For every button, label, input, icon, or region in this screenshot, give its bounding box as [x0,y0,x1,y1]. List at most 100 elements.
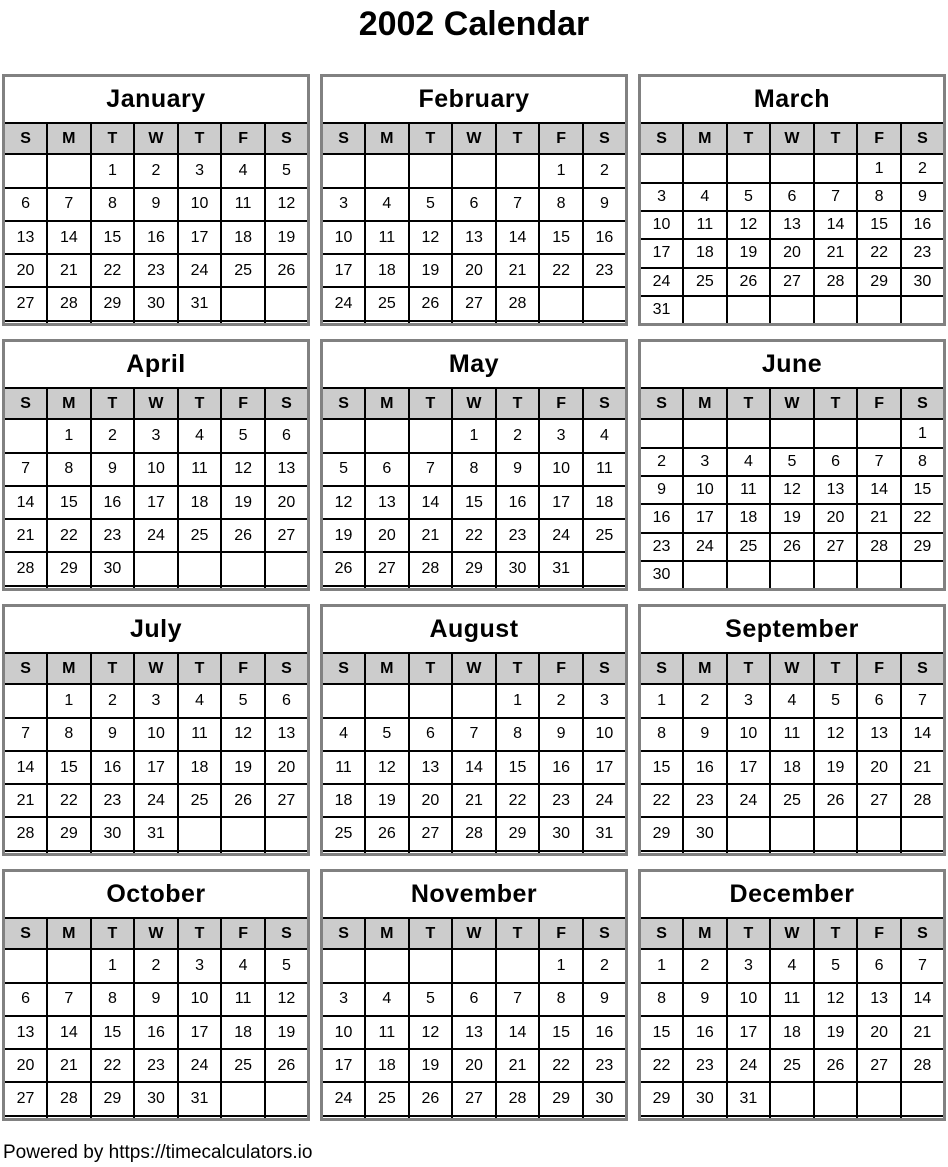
week-row: 10 11 12 13 14 15 16 [638,209,946,241]
week-row: 12 13 14 15 16 17 18 [320,484,628,521]
day-header: S [581,387,628,421]
month-title: January [2,74,310,125]
date-cell: 14 [899,716,946,752]
date-cell: 5 [812,948,859,984]
day-header: S [899,917,946,951]
empty-cell [2,849,49,856]
empty-cell [263,1114,310,1121]
date-cell: 13 [769,209,815,241]
date-cell: 16 [682,1014,728,1051]
date-cell: 8 [46,716,92,752]
week-row: 17 18 19 20 21 22 23 [320,1048,628,1084]
day-header: T [407,122,454,156]
day-header: S [899,652,946,686]
date-cell: 2 [581,948,628,984]
day-header: M [682,122,728,156]
footer-site-link[interactable]: https://timecalculators.io [108,1142,313,1164]
empty-cell [320,1114,367,1121]
empty-cell [638,849,685,856]
empty-cell [856,849,902,856]
date-cell: 11 [769,981,815,1017]
date-cell: 16 [494,484,541,521]
date-cell: 9 [133,186,179,222]
day-header: T [812,387,859,421]
empty-cell [581,1114,628,1121]
day-header: M [46,122,92,156]
week-row: 6 7 8 9 10 11 12 [2,186,310,222]
month-title: July [2,604,310,655]
empty-cell [899,294,946,326]
date-cell: 2 [89,418,136,454]
date-cell: 19 [407,1048,454,1084]
date-cell: 24 [320,286,367,322]
date-cell: 5 [364,716,410,752]
date-cell: 9 [538,716,584,752]
date-cell: 13 [407,749,454,786]
date-cell: 30 [682,1081,728,1117]
week-row: 16 17 18 19 20 21 22 [638,503,946,534]
date-cell: 12 [812,716,859,752]
empty-cell [220,286,266,322]
day-header: W [769,652,815,686]
date-cell: 30 [494,551,541,587]
date-cell: 23 [638,531,685,562]
date-cell: 24 [320,1081,367,1117]
date-cell: 1 [638,948,685,984]
month-title-row: July [2,604,310,655]
date-cell: 12 [769,474,815,506]
date-cell: 9 [494,451,541,487]
date-cell: 13 [451,1014,497,1051]
date-cell: 21 [899,749,946,786]
date-cell: 29 [494,816,541,852]
date-cell: 21 [451,783,497,819]
date-cell: 17 [638,238,685,269]
month-title-row: October [2,869,310,920]
week-row: 7 8 9 10 11 12 13 [2,451,310,487]
day-header: S [581,917,628,951]
date-cell: 12 [812,981,859,1017]
week-row [2,319,310,326]
date-cell: 1 [89,948,136,984]
empty-cell [682,294,728,326]
month-title: November [320,869,628,920]
date-cell: 3 [320,981,367,1017]
date-cell: 25 [682,266,728,297]
week-row: 28 29 30 [2,551,310,587]
date-cell: 28 [2,551,49,587]
month-title: June [638,339,946,390]
date-cell: 26 [812,783,859,819]
date-cell: 26 [320,551,367,587]
date-cell: 12 [407,219,454,256]
date-cell: 21 [856,503,902,534]
empty-cell [856,559,902,591]
date-cell: 29 [538,1081,584,1117]
date-cell: 17 [320,253,367,289]
date-cell: 24 [682,531,728,562]
date-cell: 1 [494,683,541,719]
day-header: T [812,652,859,686]
empty-cell [812,418,859,449]
week-row: 29 30 31 [638,1081,946,1117]
day-header: W [133,122,179,156]
date-cell: 11 [769,716,815,752]
date-cell: 5 [263,153,310,189]
week-row: 17 18 19 20 21 22 23 [638,238,946,269]
empty-cell [899,816,946,852]
date-cell: 2 [581,153,628,189]
date-cell: 9 [682,981,728,1017]
day-header: T [89,387,136,421]
date-cell: 9 [899,181,946,212]
date-cell: 29 [638,816,685,852]
date-cell: 23 [538,783,584,819]
